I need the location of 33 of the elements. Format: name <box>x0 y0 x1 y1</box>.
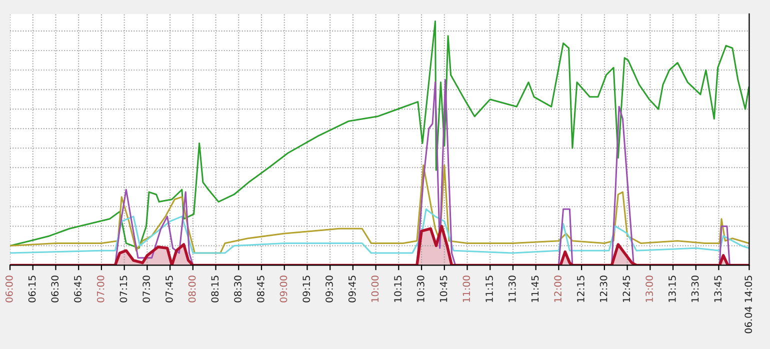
x-tick-label: 07:15 <box>120 276 128 302</box>
x-tick-label: 11:45 <box>531 276 539 302</box>
x-tick-label: 10:00 <box>371 276 379 302</box>
x-tick-label: 07:45 <box>166 276 173 302</box>
x-tick-label: 06:30 <box>51 276 59 302</box>
x-tick-label: 10:15 <box>394 276 402 302</box>
x-tick-label: 09:30 <box>326 276 333 302</box>
x-tick-label: 12:15 <box>577 276 584 302</box>
x-tick-label: 09:00 <box>280 276 288 302</box>
x-tick-label: 08:30 <box>234 276 242 302</box>
x-tick-label: 08:15 <box>211 276 219 302</box>
x-tick-label: 11:00 <box>462 276 470 302</box>
x-tick-label: 13:30 <box>691 276 699 302</box>
x-tick-label: 06:15 <box>28 276 36 302</box>
x-tick-label: 07:30 <box>142 276 150 302</box>
x-tick-label: 09:45 <box>348 276 356 302</box>
x-tick-label: 10:30 <box>416 276 424 302</box>
x-tick-label: 12:45 <box>622 276 630 302</box>
x-tick-label: 12:00 <box>554 276 562 302</box>
x-tick-label: 08:00 <box>188 276 196 302</box>
x-tick-label: 11:15 <box>486 276 493 302</box>
x-tick-label: 11:30 <box>508 276 516 302</box>
x-tick-label: 10:45 <box>440 276 448 302</box>
x-tick-label: 12:30 <box>600 276 608 302</box>
x-tick-label: 08:45 <box>256 276 264 302</box>
x-tick-label: 07:00 <box>96 276 104 302</box>
x-tick-label: 09:15 <box>302 276 310 302</box>
x-tick-label: 13:15 <box>668 276 676 302</box>
x-tick-label: 06.04 14:05 <box>744 276 752 334</box>
x-tick-label: 13:00 <box>646 276 653 302</box>
x-tick-label: 06:45 <box>74 276 82 302</box>
x-tick-label: 13:45 <box>714 276 722 302</box>
x-tick-label: 06:00 <box>5 276 13 302</box>
